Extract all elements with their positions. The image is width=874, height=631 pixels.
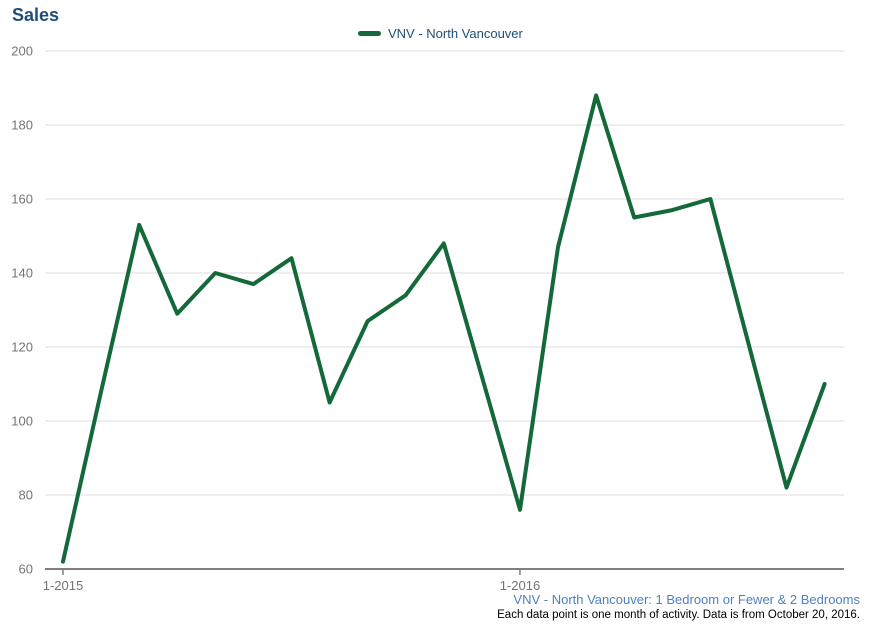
y-axis-tick-label: 100	[11, 414, 33, 429]
y-axis-tick-label: 60	[19, 562, 33, 577]
series-line-vnv-north-vancouver	[61, 93, 827, 564]
legend: VNV - North Vancouver	[358, 26, 523, 41]
legend-label: VNV - North Vancouver	[388, 26, 523, 41]
footer-series-description[interactable]: VNV - North Vancouver: 1 Bedroom or Fewe…	[513, 592, 860, 607]
y-axis-tick-label: 200	[11, 44, 33, 59]
y-axis-tick-label: 140	[11, 266, 33, 281]
x-axis-tick-label: 1-2015	[43, 578, 83, 593]
y-axis-tick-label: 80	[19, 488, 33, 503]
x-axis-tick-label: 1-2016	[500, 578, 540, 593]
y-axis-tick-label: 180	[11, 118, 33, 133]
page-title: Sales	[12, 5, 60, 25]
y-axis-tick-label: 120	[11, 340, 33, 355]
footer-note: Each data point is one month of activity…	[497, 609, 860, 621]
legend-line-swatch	[358, 31, 381, 36]
y-axis-tick-label: 160	[11, 192, 33, 207]
